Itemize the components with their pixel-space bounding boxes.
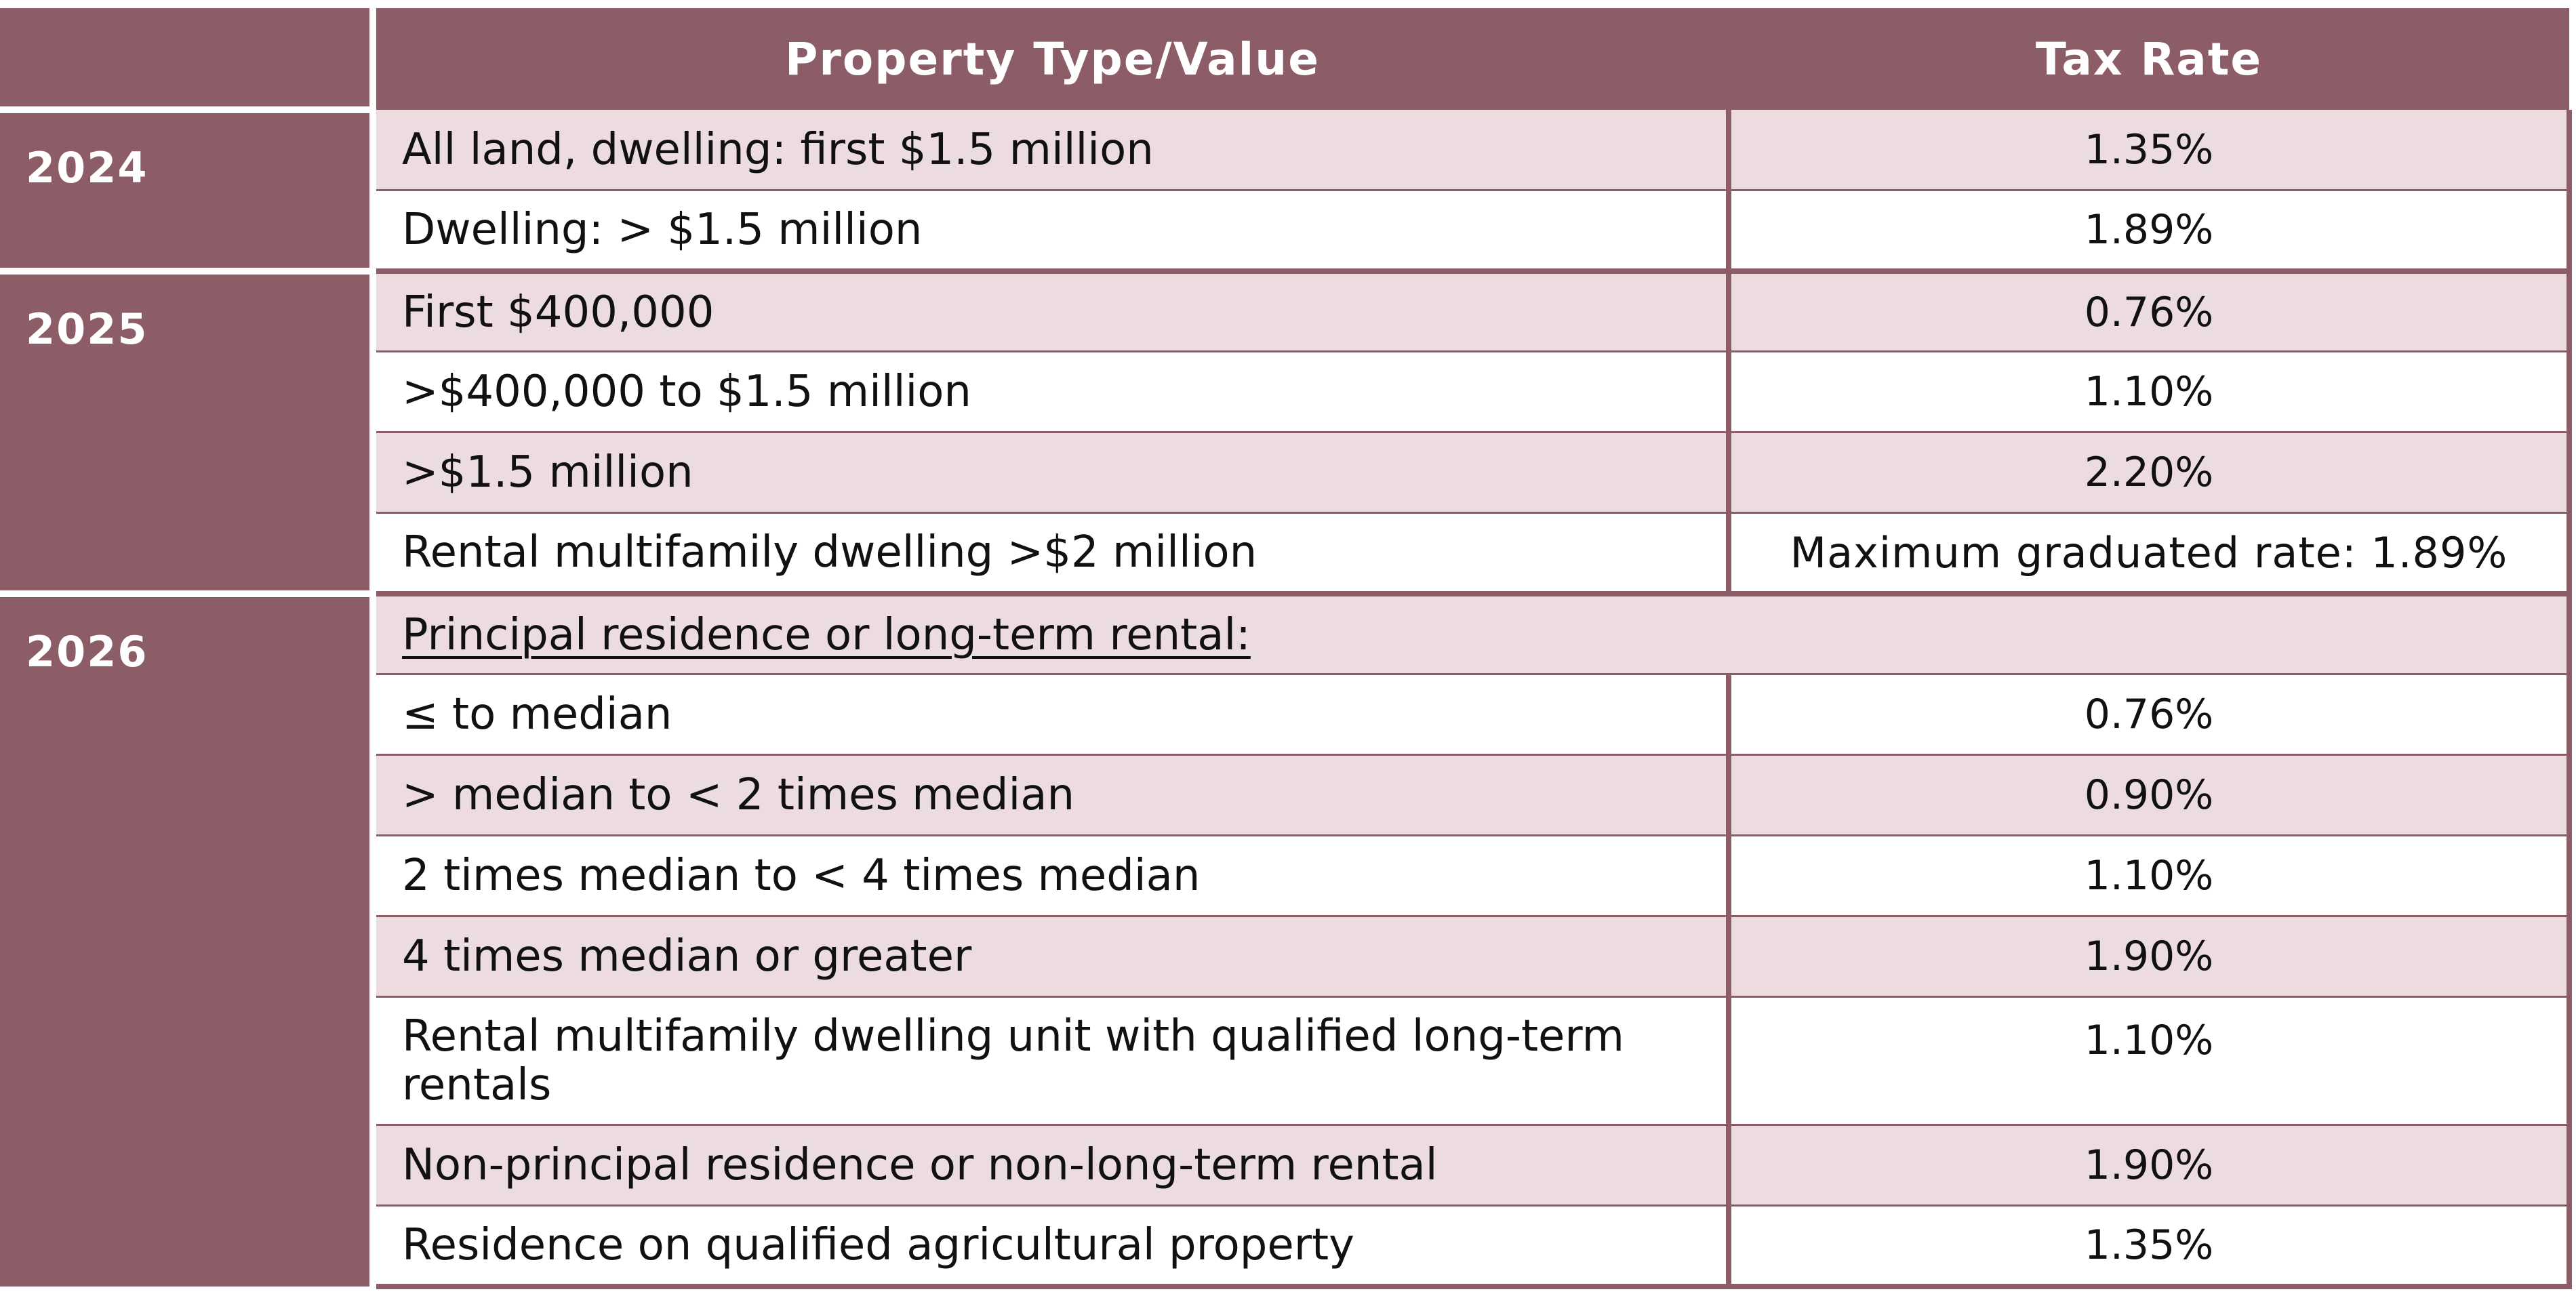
rate-cell: 0.90% — [1729, 754, 2572, 837]
property-cell: 4 times median or greater — [373, 916, 1731, 998]
year-2024-label: 2024 — [0, 106, 376, 271]
rate-cell: 0.76% — [1729, 270, 2572, 353]
table-row: Rental multifamily dwelling unit with qu… — [0, 996, 2572, 1127]
table-row: 2024 All land, dwelling: first $1.5 mill… — [0, 106, 2572, 271]
table-row: Non-principal residence or non-long-term… — [0, 1125, 2572, 1207]
table-row: Dwelling: > $1.5 million 1.89% — [0, 190, 2572, 274]
property-cell: Rental multifamily dwelling unit with qu… — [373, 996, 1731, 1127]
table-row: 2 times median to < 4 times median 1.10% — [0, 835, 2572, 918]
subheading-principal-residence: Principal residence or long-term rental: — [402, 609, 1251, 660]
property-cell: 2 times median to < 4 times median — [373, 835, 1731, 918]
header-year-blank — [0, 8, 376, 110]
property-cell: Rental multifamily dwelling >$2 million — [373, 512, 1731, 596]
rate-cell: 1.90% — [1729, 1125, 2572, 1207]
table-row: ≤ to median 0.76% — [0, 674, 2572, 756]
rate-cell: 2.20% — [1729, 432, 2572, 514]
rate-cell: 1.10% — [1729, 351, 2572, 434]
rate-cell: 1.10% — [1729, 835, 2572, 918]
property-cell: Non-principal residence or non-long-term… — [373, 1125, 1731, 1207]
rate-cell: 1.90% — [1729, 916, 2572, 998]
year-2025-label: 2025 — [0, 267, 376, 594]
table-row: 2026 Principal residence or long-term re… — [0, 590, 2572, 1287]
header-property-type: Property Type/Value — [373, 8, 1729, 110]
property-cell: Residence on qualified agricultural prop… — [373, 1205, 1731, 1290]
rate-cell: 1.10% — [1729, 996, 2572, 1127]
table-row: 4 times median or greater 1.90% — [0, 916, 2572, 998]
property-cell: ≤ to median — [373, 674, 1731, 756]
subheading-cell: Principal residence or long-term rental: — [373, 593, 2572, 676]
table-row: > median to < 2 times median 0.90% — [0, 754, 2572, 837]
rate-cell: 1.89% — [1729, 190, 2572, 274]
property-cell: >$400,000 to $1.5 million — [373, 351, 1731, 434]
tax-rate-table: Property Type/Value Tax Rate 2024 All la… — [0, 8, 2572, 1290]
year-2026-label: 2026 — [0, 590, 376, 1287]
table-row: >$400,000 to $1.5 million 1.10% — [0, 351, 2572, 434]
table-row: 2025 First $400,000 0.76% — [0, 267, 2572, 594]
property-cell: > median to < 2 times median — [373, 754, 1731, 837]
table-row: Residence on qualified agricultural prop… — [0, 1205, 2572, 1290]
header-row: Property Type/Value Tax Rate — [0, 8, 2569, 110]
property-cell: First $400,000 — [373, 270, 1731, 353]
header-tax-rate: Tax Rate — [1729, 8, 2569, 110]
table-row: >$1.5 million 2.20% — [0, 432, 2572, 514]
table-row: Rental multifamily dwelling >$2 million … — [0, 512, 2572, 596]
rate-cell: 1.35% — [1729, 1205, 2572, 1290]
property-cell: All land, dwelling: first $1.5 million — [373, 110, 1731, 192]
rate-cell: Maximum graduated rate: 1.89% — [1729, 512, 2572, 596]
rate-cell: 1.35% — [1729, 110, 2572, 192]
property-cell: >$1.5 million — [373, 432, 1731, 514]
property-cell: Dwelling: > $1.5 million — [373, 190, 1731, 274]
rate-cell: 0.76% — [1729, 674, 2572, 756]
